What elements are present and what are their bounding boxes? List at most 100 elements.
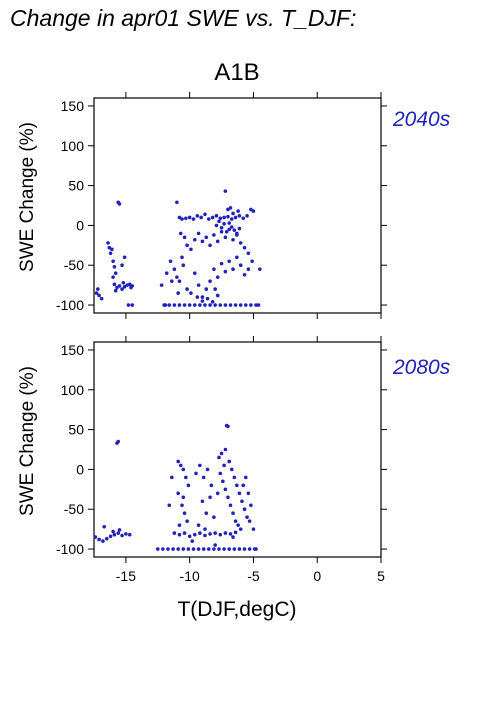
scatter-point: [218, 532, 223, 537]
scatter-point: [155, 547, 160, 551]
scatter-point: [241, 216, 246, 221]
scatter-point: [236, 209, 240, 213]
x-ticks: [125, 92, 382, 319]
y-ticks: -100 -50 0 50 100 150: [56, 342, 387, 557]
scatter-point: [242, 507, 247, 512]
scatter-point: [223, 269, 228, 274]
scatter-point: [116, 531, 121, 535]
scatter-point: [237, 491, 242, 496]
scatter-point: [106, 241, 110, 245]
scatter-point: [170, 279, 174, 283]
scatter-point: [223, 189, 228, 193]
scatter-point: [194, 471, 198, 476]
scatter-point: [108, 251, 113, 256]
x-ticks: -15 -10 -5 0 5: [116, 336, 385, 584]
scatter-point: [215, 293, 220, 298]
scatter-point: [229, 467, 234, 472]
scatter-point: [94, 291, 99, 295]
scatter-point: [229, 217, 234, 221]
scatter-point: [111, 259, 115, 264]
scatter-point: [185, 243, 189, 248]
scatter-point: [251, 527, 256, 531]
scatter-point: [200, 295, 205, 299]
panel-label: 2040s: [392, 108, 451, 131]
scatter-point: [199, 215, 203, 220]
scatter-point: [223, 487, 228, 492]
scatter-point: [120, 263, 124, 268]
scatter-point: [176, 547, 180, 551]
scatter-point: [198, 463, 202, 468]
scatter-point: [159, 283, 164, 287]
y-tick-label: -100: [56, 297, 84, 313]
scatter-point: [232, 547, 237, 551]
panel-label: 2080s: [392, 356, 451, 379]
scatter-point: [227, 259, 232, 264]
scatter-point: [231, 211, 235, 216]
scatter-point: [184, 475, 188, 480]
scatter-point: [215, 275, 220, 279]
scatter-point: [219, 225, 224, 230]
x-axis-label: T(DJF,degC): [177, 598, 296, 621]
scatter-point: [182, 303, 187, 307]
scatter-point: [192, 237, 197, 242]
scatter-point: [129, 285, 133, 290]
scatter-points: [93, 423, 258, 551]
scatter-point: [121, 280, 126, 285]
scatter-point: [235, 233, 239, 237]
scatter-point: [96, 287, 100, 291]
scatter-point: [227, 221, 232, 225]
scatter-point: [113, 271, 118, 275]
scatter-point: [233, 530, 238, 535]
scatter-point: [198, 303, 202, 307]
scatter-point: [189, 247, 193, 252]
scatter-point: [249, 303, 253, 307]
scatter-point: [191, 217, 196, 221]
scatter-point: [247, 547, 252, 551]
plot-frame: [93, 341, 382, 558]
y-tick-label: -50: [64, 501, 84, 517]
scatter-point: [112, 532, 117, 537]
scatter-point: [213, 531, 217, 535]
scatter-point: [204, 235, 209, 240]
scatter-point: [126, 303, 131, 307]
scatter-point: [185, 519, 189, 523]
x-tick-label: -10: [180, 568, 200, 584]
x-tick-label: -15: [116, 568, 136, 584]
scatter-point: [235, 483, 239, 488]
scatter-point: [167, 503, 172, 508]
scatter-point: [124, 532, 128, 536]
scatter-point: [233, 303, 238, 307]
figure-title: Change in apr01 SWE vs. T_DJF:: [10, 5, 356, 31]
scatter-point: [191, 547, 196, 551]
y-axis-label: SWE Change (%): [17, 366, 38, 516]
scatter-point: [214, 214, 219, 218]
scatter-point: [247, 519, 252, 523]
scatter-point: [228, 303, 233, 307]
scatter-point: [227, 459, 232, 464]
x-tick-label: 5: [377, 568, 385, 584]
scatter-point: [171, 547, 175, 551]
scatter-point: [120, 287, 124, 291]
y-tick-label: 100: [61, 382, 85, 398]
scatter-point: [212, 267, 216, 272]
scatter-point: [181, 263, 186, 268]
scatter-point: [175, 200, 179, 205]
scatter-point: [222, 463, 226, 468]
scatter-point: [223, 531, 228, 535]
scatter-point: [185, 287, 189, 291]
scatter-point: [222, 547, 226, 551]
scatter-point: [242, 272, 247, 277]
scatter-point: [224, 229, 229, 234]
scatter-point: [184, 216, 188, 221]
y-tick-label: -50: [64, 257, 84, 273]
scatter-point: [196, 523, 201, 527]
scatter-point: [245, 515, 249, 519]
scatter-point: [166, 547, 170, 551]
scatter-point: [208, 495, 212, 500]
scatter-point: [172, 267, 177, 272]
scatter-point: [236, 523, 240, 527]
scatter-point: [201, 547, 206, 551]
scatter-point: [221, 479, 225, 484]
scatter-point: [242, 245, 247, 250]
